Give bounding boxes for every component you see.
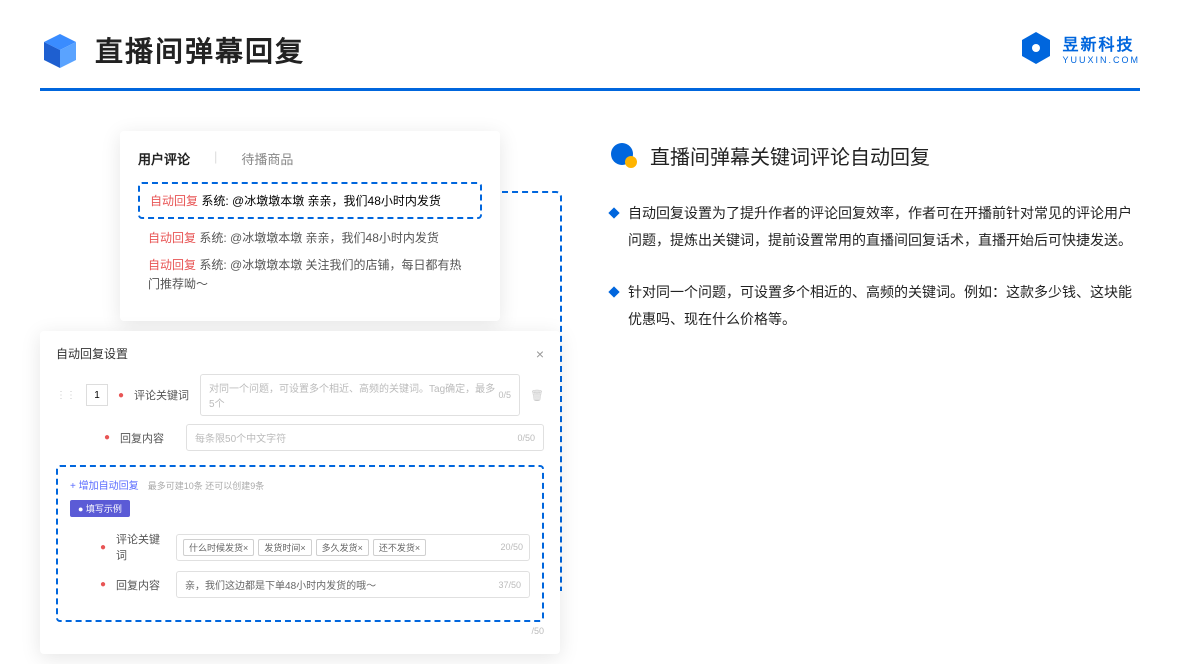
comment-text: 系统: @冰墩墩本墩 关注我们的店铺，每日都有热门推荐呦～ (148, 258, 462, 291)
tab-products[interactable]: 待播商品 (241, 149, 293, 168)
required-dot: ● (104, 432, 110, 443)
bullet-item: 自动回复设置为了提升作者的评论回复效率，作者可在开播前针对常见的评论用户问题，提… (610, 200, 1140, 253)
keyword-input[interactable]: 对同一个问题，可设置多个相近、高频的关键词。Tag确定，最多5个 0/5 (200, 374, 520, 416)
brand-name: 昱新科技 (1062, 31, 1140, 55)
brand-url: YUUXIN.COM (1062, 55, 1140, 65)
placeholder: 对同一个问题，可设置多个相近、高频的关键词。Tag确定，最多5个 (209, 380, 498, 410)
keyword-row: ⋮⋮ 1 ● 评论关键词 对同一个问题，可设置多个相近、高频的关键词。Tag确定… (56, 374, 544, 416)
outer-counter: /50 (56, 626, 544, 636)
required-dot: ● (100, 542, 106, 553)
chat-bubble-icon (610, 142, 638, 170)
tag[interactable]: 发货时间× (258, 539, 311, 556)
counter: 37/50 (498, 580, 521, 590)
diamond-icon (608, 287, 619, 298)
comment-row: 自动回复 系统: @冰墩墩本墩 关注我们的店铺，每日都有热门推荐呦～ (138, 256, 482, 294)
tag[interactable]: 什么时候发货× (183, 539, 254, 556)
description-panel: 直播间弹幕关键词评论自动回复 自动回复设置为了提升作者的评论回复效率，作者可在开… (610, 131, 1140, 611)
comment-text: 系统: @冰墩墩本墩 亲亲，我们48小时内发货 (198, 194, 441, 208)
counter: 0/50 (517, 433, 535, 443)
counter: 0/5 (499, 390, 512, 400)
bullet-text: 自动回复设置为了提升作者的评论回复效率，作者可在开播前针对常见的评论用户问题，提… (628, 200, 1140, 253)
add-hint: 最多可建10条 还可以创建9条 (148, 481, 265, 491)
keyword-label: 评论关键词 (134, 387, 190, 403)
page-header: 直播间弹幕回复 (0, 0, 1180, 70)
close-icon[interactable]: × (536, 346, 544, 362)
dialog-title: 自动回复设置 (56, 345, 128, 362)
example-reply-row: ● 回复内容 亲，我们这边都是下单48小时内发货的哦～ 37/50 (70, 571, 530, 598)
section-title: 直播间弹幕关键词评论自动回复 (650, 141, 930, 170)
highlighted-comment: 自动回复 系统: @冰墩墩本墩 亲亲，我们48小时内发货 (138, 182, 482, 219)
comments-card: 用户评论 | 待播商品 自动回复 系统: @冰墩墩本墩 亲亲，我们48小时内发货… (120, 131, 500, 321)
mockup-stack: 用户评论 | 待播商品 自动回复 系统: @冰墩墩本墩 亲亲，我们48小时内发货… (40, 131, 560, 611)
value: 亲，我们这边都是下单48小时内发货的哦～ (185, 577, 376, 592)
auto-reply-tag: 自动回复 (148, 258, 196, 272)
auto-reply-tag: 自动回复 (148, 231, 196, 245)
tab-comments[interactable]: 用户评论 (138, 149, 190, 168)
brand-icon (1018, 30, 1054, 66)
required-dot: ● (100, 579, 106, 590)
auto-reply-tag: 自动回复 (150, 194, 198, 208)
header-cube-icon (40, 30, 80, 70)
reply-label: 回复内容 (116, 577, 166, 593)
bullet-text: 针对同一个问题，可设置多个相近的、高频的关键词。例如：这款多少钱、这块能优惠吗、… (628, 279, 1140, 332)
brand-logo: 昱新科技 YUUXIN.COM (1018, 30, 1140, 66)
tag[interactable]: 多久发货× (316, 539, 369, 556)
example-keyword-input[interactable]: 什么时候发货× 发货时间× 多久发货× 还不发货× 20/50 (176, 534, 530, 561)
add-rule-link[interactable]: + 增加自动回复 (70, 481, 139, 492)
delete-icon[interactable]: 🗑 (530, 389, 544, 402)
page-title: 直播间弹幕回复 (95, 30, 305, 70)
tabs: 用户评论 | 待播商品 (138, 149, 482, 168)
example-reply-input[interactable]: 亲，我们这边都是下单48小时内发货的哦～ 37/50 (176, 571, 530, 598)
settings-dialog: 自动回复设置 × ⋮⋮ 1 ● 评论关键词 对同一个问题，可设置多个相近、高频的… (40, 331, 560, 654)
counter: 20/50 (500, 542, 523, 552)
required-dot: ● (118, 390, 124, 401)
rule-number: 1 (86, 384, 108, 406)
reply-input[interactable]: 每条限50个中文字符 0/50 (186, 424, 544, 451)
reply-label: 回复内容 (120, 430, 176, 446)
keyword-label: 评论关键词 (116, 531, 166, 563)
drag-handle-icon[interactable]: ⋮⋮ (56, 390, 76, 401)
diamond-icon (608, 207, 619, 218)
example-keyword-row: ● 评论关键词 什么时候发货× 发货时间× 多久发货× 还不发货× 20/50 (70, 531, 530, 563)
example-section: + 增加自动回复 最多可建10条 还可以创建9条 ● 填写示例 ● 评论关键词 … (56, 465, 544, 622)
reply-row: ● 回复内容 每条限50个中文字符 0/50 (56, 424, 544, 451)
bullet-item: 针对同一个问题，可设置多个相近的、高频的关键词。例如：这款多少钱、这块能优惠吗、… (610, 279, 1140, 332)
placeholder: 每条限50个中文字符 (195, 430, 286, 445)
comment-row: 自动回复 系统: @冰墩墩本墩 亲亲，我们48小时内发货 (138, 229, 482, 248)
comment-text: 系统: @冰墩墩本墩 亲亲，我们48小时内发货 (196, 231, 439, 245)
example-badge: ● 填写示例 (70, 500, 130, 517)
tag[interactable]: 还不发货× (373, 539, 426, 556)
